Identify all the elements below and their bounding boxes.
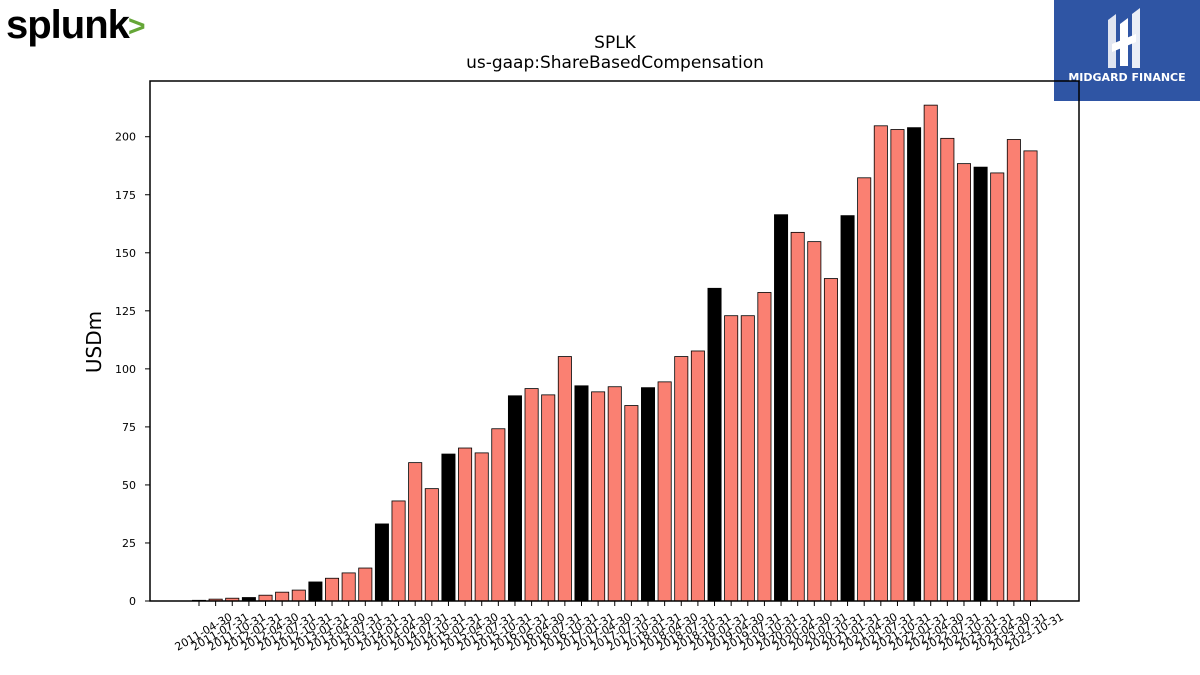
bar-2023-10-31 [1023,150,1038,602]
bar-2020-01-31 [774,214,789,602]
bar-2020-04-30 [790,231,805,602]
chart-subtitle: us-gaap:ShareBasedCompensation [466,53,764,73]
bar-2016-04-30 [524,388,539,602]
x-axis: 2011-04-302011-07-312011-10-312012-01-31… [173,601,1066,654]
bar-2017-04-30 [591,391,606,602]
bar-2022-01-31 [907,127,922,602]
bar-2022-07-31 [940,137,955,602]
y-axis: 0 25 50 75 100 125 150 175 200 [115,131,150,608]
bar-2014-07-31 [408,462,423,602]
bar-2014-01-31 [374,523,389,602]
bar-2023-07-31 [1006,139,1021,602]
splunk-logo-wordmark: splunk [6,3,131,47]
splunk-logo-chevron: > [128,10,146,43]
bar-2021-04-30 [857,177,872,602]
bar-2018-10-31 [690,350,705,602]
bar-2012-10-31 [291,589,306,602]
midgard-finance-logo-art: MIDGARD FINANCE [1068,8,1186,84]
bar-2012-07-31 [275,591,290,602]
bar-2019-10-31 [757,292,772,602]
bar-2013-04-30 [325,577,340,602]
bar-2019-01-31 [707,287,722,602]
bar-2013-10-31 [358,567,373,602]
bar-2013-07-31 [341,572,356,602]
y-tick-label: 25 [122,537,136,550]
bar-2021-01-31 [840,215,855,602]
bar-2014-10-31 [424,488,439,602]
bar-2017-01-31 [574,385,589,602]
bar-2021-07-31 [873,125,888,602]
bar-2021-10-31 [890,129,905,602]
bar-2015-10-31 [491,428,506,602]
bar-2018-04-30 [657,381,672,602]
bar-2016-01-31 [507,395,522,602]
y-tick-label: 75 [122,421,136,434]
midgard-finance-wordmark: MIDGARD FINANCE [1068,71,1185,84]
bar-2017-10-31 [624,405,639,602]
y-tick-label: 175 [115,189,136,202]
bar-series [191,104,1038,602]
bar-2013-01-31 [308,581,323,602]
y-tick-label: 200 [115,131,136,144]
chart-title: SPLK [594,33,637,53]
bar-2018-01-31 [641,387,656,602]
bar-2016-10-31 [557,356,572,602]
bar-2015-01-31 [441,453,456,602]
y-tick-label: 0 [129,595,136,608]
bar-2019-07-31 [740,315,755,602]
y-tick-label: 125 [115,305,136,318]
bar-2020-10-31 [823,278,838,602]
bar-2023-01-31 [973,166,988,602]
bar-2014-04-30 [391,500,406,602]
bar-2015-07-31 [474,452,489,602]
midgard-emblem-icon [1108,8,1140,68]
y-tick-label: 100 [115,363,136,376]
bar-2017-07-31 [607,386,622,602]
bar-2015-04-30 [458,447,473,602]
bar-2022-04-30 [923,104,938,602]
bar-2020-07-31 [807,241,822,602]
y-tick-label: 150 [115,247,136,260]
plot-frame [149,80,1080,602]
y-axis-label: USDm [82,311,106,373]
bar-2023-04-30 [990,172,1005,602]
splunk-logo: splunk > [6,3,146,47]
bar-2019-04-30 [724,315,739,602]
bar-2022-10-31 [956,163,971,602]
bar-2012-04-30 [258,594,273,602]
bar-2018-07-31 [674,356,689,602]
bar-2016-07-31 [541,394,556,602]
y-tick-label: 50 [122,479,136,492]
